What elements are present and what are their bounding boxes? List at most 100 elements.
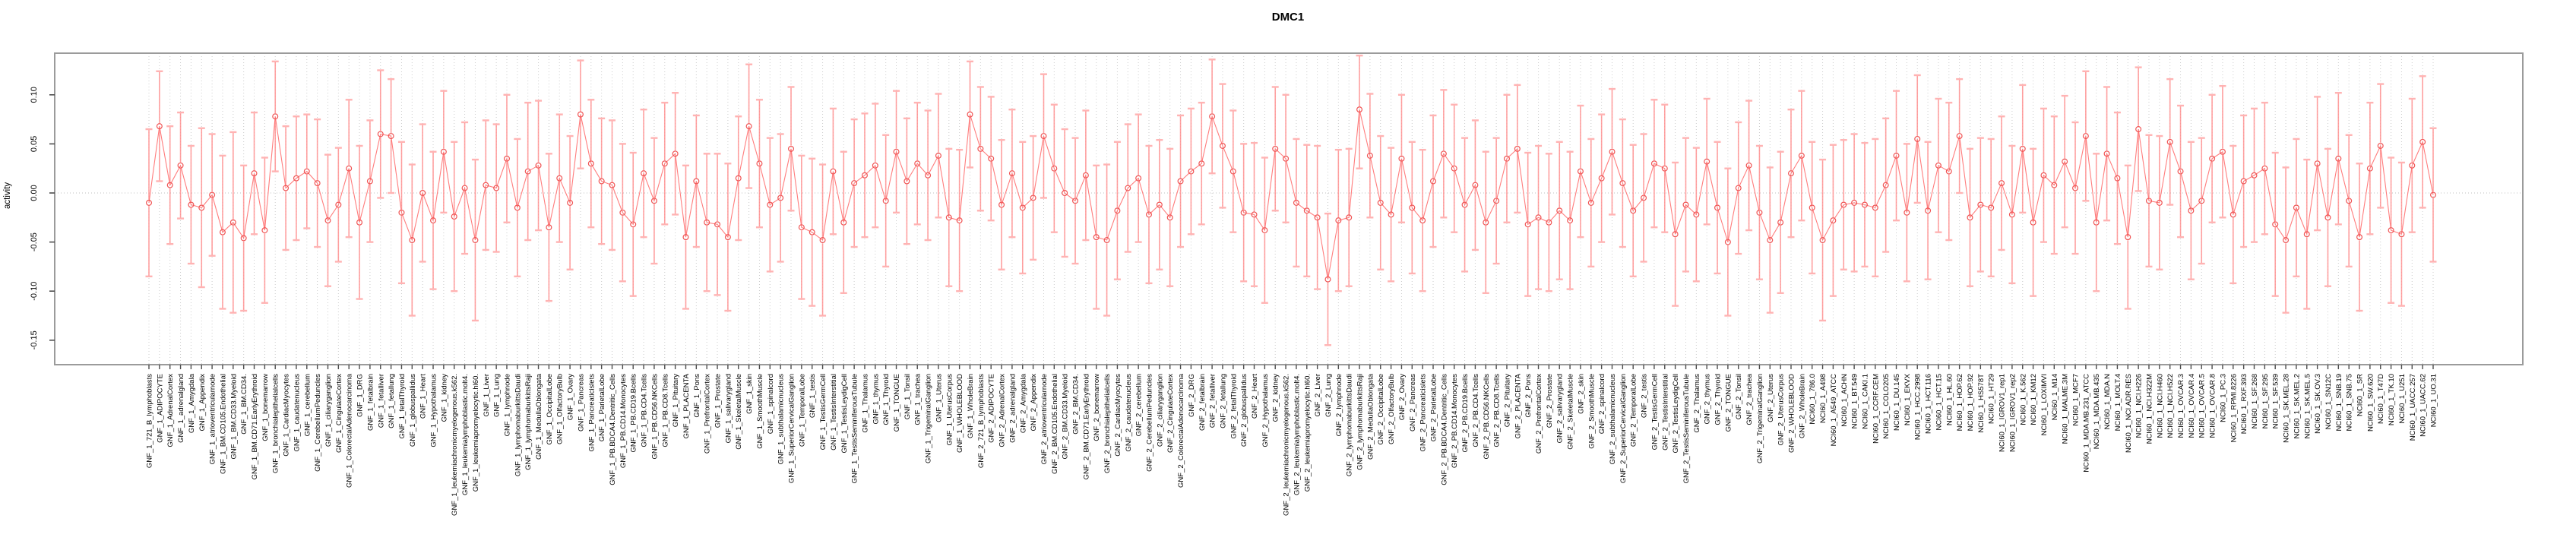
x-tick-label: NCI60_1_HCC.2998: [1914, 374, 1923, 440]
data-point: [925, 172, 932, 179]
x-tick-label: NCI60_1_HOP.62: [1956, 374, 1964, 431]
data-point: [2008, 211, 2015, 218]
x-tick-label: GNF_2_TestisSeminiferousTubule: [1682, 374, 1691, 483]
data-point: [2219, 148, 2226, 155]
data-point: [1682, 201, 1689, 208]
data-point: [2346, 198, 2353, 204]
data-point: [935, 152, 941, 159]
data-point: [1251, 211, 1258, 218]
data-point: [882, 198, 889, 204]
data-point: [356, 219, 363, 226]
x-tick-label: GNF_2_leukemiapromyelocytic.hl60.: [1303, 374, 1312, 492]
x-tick-label: NCI60_1_M14: [2051, 374, 2059, 420]
x-tick-label: GNF_1_caudatenucleus: [293, 374, 301, 452]
x-tick-label: GNF_1_Lung: [493, 374, 502, 417]
x-tick-label: GNF_2_BM.CD33.Myeloid: [1062, 374, 1070, 459]
data-point: [1619, 180, 1626, 187]
x-tick-label: GNF_2_lymphomaburkittsRaji: [1356, 374, 1365, 470]
data-point: [1272, 145, 1279, 152]
data-point: [1787, 170, 1794, 177]
x-tick-label: GNF_2_PB.BDCA4.Dentritic_Cells: [1440, 374, 1448, 485]
x-tick-label: GNF_2_PLACENTA: [1514, 373, 1522, 438]
x-tick-label: GNF_2_TONGUE: [1724, 374, 1733, 432]
data-point: [1451, 165, 1457, 172]
x-tick-label: NCI60_1_NCI.H226: [2135, 374, 2144, 438]
data-point: [1493, 198, 1500, 204]
x-tick-label: GNF_2_AdrenalCortex: [998, 374, 1007, 447]
x-tick-label: GNF_2_OlfactoryBulb: [1388, 374, 1396, 444]
data-point: [2293, 204, 2299, 211]
data-point: [2062, 158, 2068, 165]
data-point: [1535, 214, 1542, 221]
x-tick-label: GNF_1_Pancreaticislets: [587, 374, 596, 452]
data-point: [388, 133, 394, 140]
data-point: [324, 217, 331, 224]
x-tick-label: NCI60_1_SK.MEL.2: [2293, 374, 2301, 439]
x-tick-label: GNF_1_globuspallidus: [409, 374, 417, 447]
data-point: [1767, 237, 1774, 244]
x-tick-label: GNF_1_TONGUE: [893, 374, 901, 432]
data-point: [451, 213, 457, 220]
data-point: [1366, 152, 1373, 159]
data-point: [188, 201, 195, 208]
y-tick-label: 0.00: [30, 185, 39, 201]
x-tick-label: NCI60_1_U251: [2398, 374, 2407, 424]
data-point: [641, 170, 647, 177]
data-point: [156, 123, 163, 130]
data-point: [1514, 145, 1521, 152]
x-tick-label: GNF_1_OccipitalLobe: [546, 374, 554, 444]
data-point: [1040, 133, 1047, 140]
data-point: [251, 170, 258, 177]
data-point: [146, 199, 153, 206]
x-tick-label: GNF_1_TemporalLobe: [798, 374, 806, 447]
data-point: [587, 160, 594, 167]
data-point: [2324, 214, 2331, 221]
data-point: [788, 145, 795, 152]
x-tick-label: GNF_1_PLACENTA: [682, 373, 691, 438]
data-point: [1229, 168, 1236, 175]
x-tick-label: GNF_1_testis: [809, 374, 817, 418]
x-tick-label: GNF_1_ADIPOCYTE: [156, 374, 164, 443]
x-tick-label: GNF_1_BM.CD71.EarlyErythroid: [251, 374, 259, 479]
x-tick-label: GNF_1_atrioventricularnode: [209, 374, 217, 464]
data-point: [261, 227, 268, 234]
x-tick-label: GNF_1_Tonsil: [903, 374, 912, 419]
x-tick-label: NCI60_1_NCI.ADR.RES: [2125, 374, 2133, 453]
data-point: [567, 199, 574, 206]
x-tick-label: NCI60_1_HCT.116: [1925, 374, 1933, 434]
x-tick-label: GNF_1_SmoothMuscle: [756, 374, 764, 449]
data-point: [1556, 207, 1563, 214]
x-tick-label: GNF_1_OlfactoryBulb: [556, 374, 565, 444]
data-point: [777, 194, 784, 201]
data-point: [1798, 152, 1805, 159]
data-point: [2314, 160, 2321, 167]
x-tick-label: NCI60_1_SF.295: [2261, 374, 2270, 428]
x-tick-label: GNF_1_Liver: [483, 374, 491, 417]
y-tick-label: 0.10: [30, 87, 39, 103]
data-point: [1293, 199, 1299, 206]
x-tick-label: NCI60_1_K.562: [2019, 374, 2027, 425]
x-tick-label: GNF_1_BM.CD33.Myeloid: [229, 374, 238, 459]
data-point: [672, 150, 679, 157]
error-bars: [145, 54, 2437, 346]
x-tick-label: GNF_2_lymphnode: [1335, 374, 1343, 436]
data-point: [1756, 209, 1763, 216]
data-point: [1409, 204, 1416, 211]
x-tick-label: GNF_1_WholeBrain: [967, 374, 975, 438]
data-point: [1851, 199, 1858, 206]
x-tick-label: GNF_1_DRG: [356, 374, 365, 417]
data-point: [998, 201, 1005, 208]
x-tick-label: GNF_2_leukemialymphoblastic.molt4.: [1293, 374, 1301, 495]
data-point: [945, 214, 952, 221]
data-point: [1166, 214, 1173, 221]
x-tick-label: NCI60_1_LOXIMVI: [2040, 374, 2049, 435]
x-tick-label: NCI60_1_SK.MEL.28: [2283, 374, 2291, 443]
y-tick-label: -0.15: [30, 330, 39, 349]
data-point: [1145, 211, 1152, 218]
x-tick-label: GNF_2_lymphomaburkittsDaudi: [1346, 374, 1354, 476]
data-point: [2388, 227, 2394, 234]
data-point: [1977, 201, 1984, 208]
x-tick-label: GNF_1_Hypothalamus: [430, 374, 438, 447]
x-tick-label: NCI60_1_OVCAR.5: [2198, 374, 2207, 438]
